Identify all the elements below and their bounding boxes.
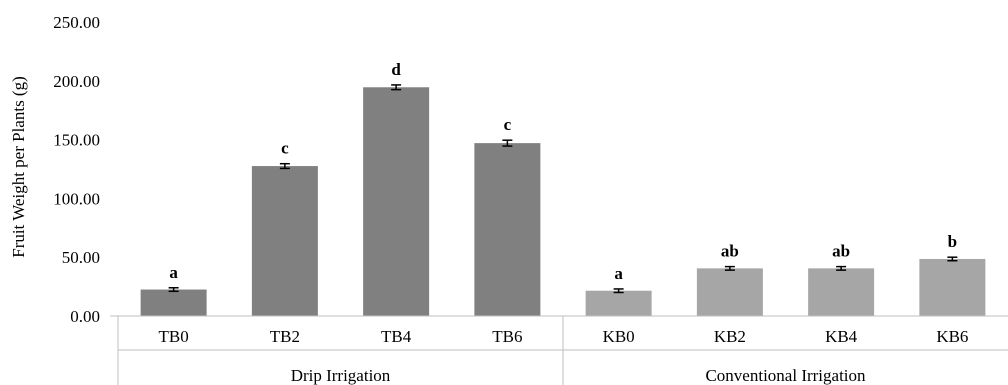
category-label: KB2 — [714, 327, 746, 346]
group-label: Drip Irrigation — [291, 366, 391, 385]
bar-tb0 — [140, 289, 207, 316]
bar-kb4 — [808, 268, 875, 316]
y-tick-label: 150.00 — [53, 131, 100, 150]
category-label: TB6 — [492, 327, 522, 346]
category-label: KB4 — [825, 327, 858, 346]
significance-label: b — [948, 232, 957, 251]
y-axis-ticks: 0.00 50.00 100.00 150.00 200.00 250.00 — [53, 13, 100, 326]
bar-kb0 — [585, 290, 652, 316]
y-tick-label: 50.00 — [62, 248, 100, 267]
labels: a TB0 c TB2 d TB4 c TB6 a KB0 ab KB2 ab KB4 b KB6 Drip I… — [159, 60, 969, 385]
y-tick-label: 200.00 — [53, 72, 100, 91]
category-label: TB0 — [159, 327, 189, 346]
significance-label: c — [504, 115, 512, 134]
y-tick-label: 0.00 — [70, 307, 100, 326]
bar-kb6 — [919, 258, 986, 316]
y-tick-label: 250.00 — [53, 13, 100, 32]
bar-kb2 — [696, 268, 763, 316]
y-tick-label: 100.00 — [53, 189, 100, 208]
significance-label: ab — [832, 242, 850, 261]
bar-tb4 — [363, 87, 430, 316]
category-label: KB0 — [603, 327, 635, 346]
bar-tb6 — [474, 143, 541, 316]
significance-label: a — [169, 263, 178, 282]
significance-label: c — [281, 139, 289, 158]
significance-label: d — [391, 60, 401, 79]
axes — [110, 315, 1008, 385]
bars — [140, 84, 986, 316]
significance-label: a — [614, 264, 623, 283]
significance-label: ab — [721, 242, 739, 261]
bar-tb2 — [251, 166, 318, 316]
category-label: TB4 — [381, 327, 412, 346]
category-label: TB2 — [270, 327, 300, 346]
group-label: Conventional Irrigation — [705, 366, 866, 385]
y-axis-title: Fruit Weight per Plants (g) — [9, 76, 28, 258]
category-label: KB6 — [936, 327, 968, 346]
